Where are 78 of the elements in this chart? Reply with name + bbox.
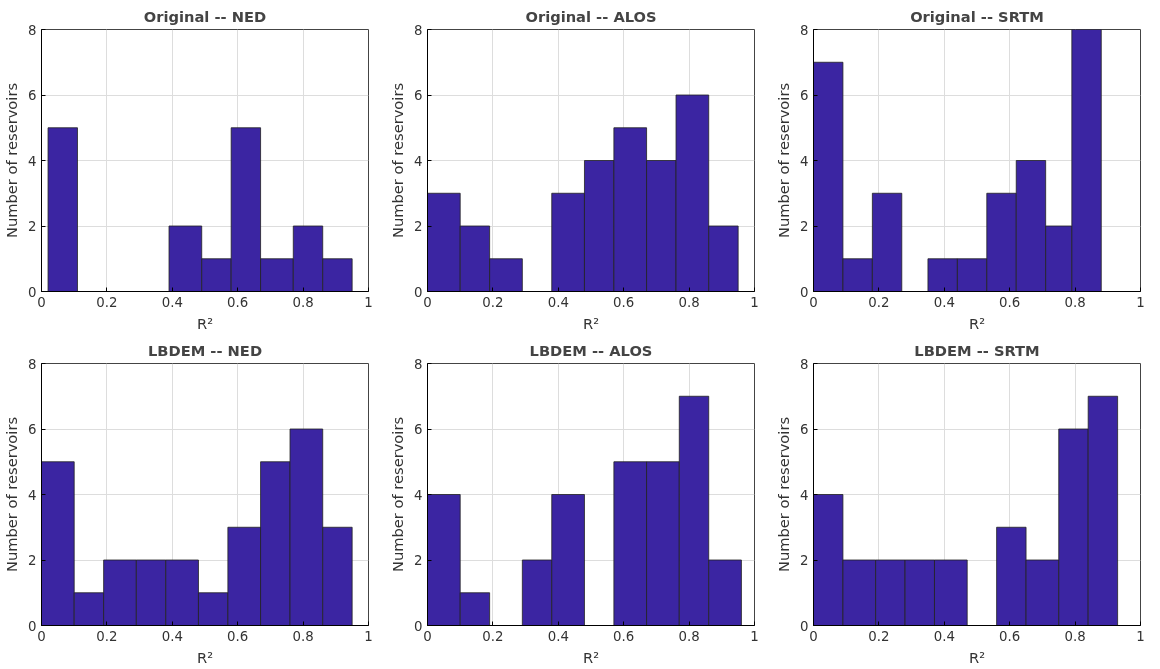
x-tick-label: 1 [364,294,373,310]
x-tick-label: 0.6 [227,294,249,310]
y-tick-label: 8 [28,22,37,38]
y-tick-label: 8 [414,356,423,372]
y-tick-label: 0 [800,618,809,634]
x-tick-label: 0.4 [161,294,183,310]
y-tick-label: 8 [800,22,809,38]
y-tick-label: 0 [414,618,423,634]
y-tick-label: 8 [800,356,809,372]
y-axis-title: Number of reservoirs [3,82,21,239]
y-tick-label: 2 [800,553,809,568]
x-axis-title: R² [968,314,986,332]
chart-title: LBDEM -- SRTM [914,341,1040,359]
x-tick-label: 0.8 [678,628,700,644]
chart-title: Original -- NED [143,7,267,25]
x-tick-label: 1 [750,294,759,310]
x-tick-label: 0.8 [292,294,314,310]
y-axis-title: Number of reservoirs [389,416,407,573]
y-tick-label: 4 [28,153,37,169]
y-tick-label: 6 [800,422,809,437]
x-tick-label: 0.4 [161,628,183,644]
y-axis-title: Number of reservoirs [389,82,407,239]
y-tick-label: 2 [414,553,423,568]
y-tick-label: 2 [800,219,809,234]
chart-title: Original -- ALOS [525,7,657,25]
y-tick-label: 6 [414,422,423,437]
x-axis-title: R² [196,648,214,666]
chart-title: Original -- SRTM [910,7,1044,25]
y-tick-label: 8 [414,22,423,38]
x-tick-label: 0.8 [292,628,314,644]
x-tick-label: 1 [1136,294,1145,310]
x-tick-label: 0.2 [868,294,890,310]
x-tick-label: 0.4 [933,628,955,644]
chart-title: LBDEM -- NED [147,341,263,359]
y-axis-title: Number of reservoirs [3,416,21,573]
chart-title: LBDEM -- ALOS [529,341,653,359]
y-tick-label: 6 [414,88,423,103]
y-tick-label: 6 [28,422,37,437]
x-axis-title: R² [582,314,600,332]
x-tick-label: 0.8 [1064,628,1086,644]
x-tick-label: 0.4 [547,628,569,644]
y-tick-label: 2 [28,219,37,234]
x-tick-label: 0.2 [482,294,504,310]
x-tick-label: 1 [1136,628,1145,644]
y-tick-label: 4 [414,153,423,169]
x-tick-label: 0.8 [678,294,700,310]
x-axis-title: R² [968,648,986,666]
x-tick-label: 0.4 [933,294,955,310]
x-tick-label: 0.2 [96,628,118,644]
x-axis-title: R² [196,314,214,332]
y-tick-label: 6 [28,88,37,103]
y-tick-label: 0 [414,284,423,300]
x-tick-label: 0.6 [999,294,1021,310]
y-tick-label: 0 [28,284,37,300]
x-axis-title: R² [582,648,600,666]
y-tick-label: 4 [800,487,809,503]
y-tick-label: 8 [28,356,37,372]
y-tick-label: 2 [414,219,423,234]
y-tick-label: 0 [28,618,37,634]
x-tick-label: 0.6 [613,294,635,310]
y-axis-title: Number of reservoirs [775,82,793,239]
x-tick-label: 1 [364,628,373,644]
x-tick-label: 0.6 [613,628,635,644]
x-tick-label: 0.2 [96,294,118,310]
y-tick-label: 4 [28,487,37,503]
y-tick-label: 6 [800,88,809,103]
x-tick-label: 0.6 [999,628,1021,644]
x-tick-label: 0.4 [547,294,569,310]
x-tick-label: 1 [750,628,759,644]
y-axis-title: Number of reservoirs [775,416,793,573]
x-tick-label: 0.2 [482,628,504,644]
y-tick-label: 4 [414,487,423,503]
y-tick-label: 4 [800,153,809,169]
y-tick-label: 2 [28,553,37,568]
x-tick-label: 0.6 [227,628,249,644]
y-tick-label: 0 [800,284,809,300]
x-tick-label: 0.8 [1064,294,1086,310]
x-tick-label: 0.2 [868,628,890,644]
